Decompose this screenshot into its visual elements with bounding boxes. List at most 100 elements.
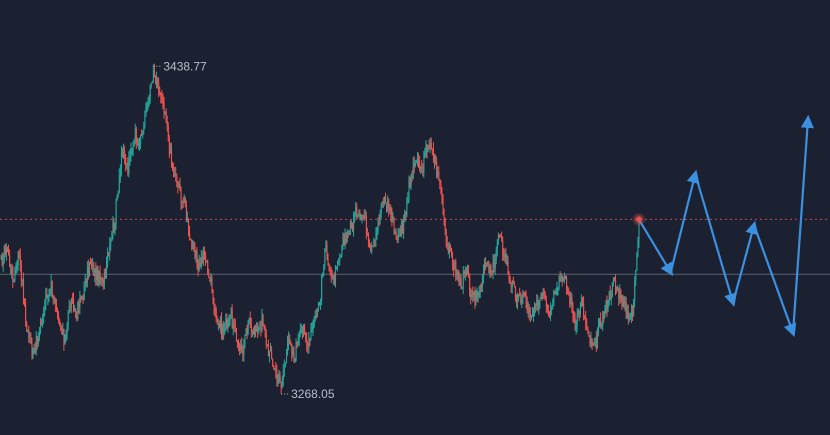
candle-body xyxy=(138,144,140,146)
candle-body xyxy=(69,306,71,308)
candle-body xyxy=(457,271,459,277)
candle-body xyxy=(443,214,445,220)
candle-body xyxy=(572,307,574,317)
candle-body xyxy=(39,332,41,339)
candle-body xyxy=(27,330,29,332)
candle-body xyxy=(421,166,423,168)
candle-body xyxy=(42,316,44,325)
candle-body xyxy=(259,328,261,330)
candle-body xyxy=(619,290,621,299)
candle-body xyxy=(520,296,522,304)
candle-body xyxy=(30,337,32,344)
candle-body xyxy=(315,314,317,318)
candle-body xyxy=(390,207,392,215)
candle-body xyxy=(491,270,493,272)
candle-body xyxy=(254,326,256,335)
candle-body xyxy=(234,326,236,329)
projection-arrow xyxy=(791,114,814,333)
candle-body xyxy=(603,311,605,317)
candle-body xyxy=(402,225,404,234)
candle-body xyxy=(280,381,282,389)
candle-body xyxy=(376,230,378,233)
candle-body xyxy=(611,282,613,297)
candle-body xyxy=(97,268,99,285)
candle-body xyxy=(77,302,79,320)
candle-body xyxy=(50,280,52,292)
candle-body xyxy=(373,239,375,247)
candle-body xyxy=(377,218,379,231)
candle-body xyxy=(146,104,148,106)
candle-body xyxy=(328,265,330,269)
candle-body xyxy=(207,260,209,276)
candle-body xyxy=(623,298,625,304)
candle-body xyxy=(141,134,143,136)
candle-body xyxy=(159,93,161,96)
candle-body xyxy=(569,291,571,304)
candle-body xyxy=(368,234,370,244)
candle-body xyxy=(414,162,416,167)
candle-body xyxy=(143,125,145,131)
candle-body xyxy=(46,295,48,298)
candle-body xyxy=(505,253,507,264)
candle-body xyxy=(188,218,190,233)
candle-body xyxy=(269,350,271,357)
candle-body xyxy=(482,276,484,287)
candle-body xyxy=(176,176,178,184)
candle-body xyxy=(558,278,560,288)
candle-body xyxy=(106,262,108,273)
candle-body xyxy=(21,279,23,281)
projection-arrow xyxy=(637,218,673,277)
candle-body xyxy=(464,270,466,275)
candle-body xyxy=(378,218,380,220)
candle-body xyxy=(586,324,588,328)
candle-body xyxy=(583,303,585,317)
candle-body xyxy=(49,291,51,295)
candle-body xyxy=(451,248,453,258)
candle-body xyxy=(404,211,406,223)
candle-body xyxy=(213,303,215,309)
candle-body xyxy=(397,229,399,240)
candle-body xyxy=(142,130,144,135)
candle-body xyxy=(224,327,226,333)
candle-body xyxy=(230,309,232,315)
candle-body xyxy=(369,243,371,248)
candle-body xyxy=(406,204,408,216)
candle-body xyxy=(541,296,543,298)
candle-body xyxy=(387,201,389,208)
candle-body xyxy=(95,268,97,281)
candle-body xyxy=(81,297,83,299)
candle-body xyxy=(13,279,15,282)
projection-arrow xyxy=(694,173,737,307)
candle-body xyxy=(331,275,333,278)
candle-body xyxy=(410,177,412,186)
candle-body xyxy=(105,271,107,273)
candle-body xyxy=(427,145,429,152)
candle-body xyxy=(216,319,218,324)
candle-body xyxy=(348,233,350,235)
candle-body xyxy=(232,323,234,328)
candle-body xyxy=(303,326,305,333)
projection-group xyxy=(637,114,814,338)
candle-body xyxy=(418,156,420,162)
candle-body xyxy=(493,260,495,268)
candle-body xyxy=(554,291,556,295)
candle-body xyxy=(405,211,407,216)
candle-body xyxy=(487,261,489,265)
candle-body xyxy=(420,166,422,169)
candle-body xyxy=(168,140,170,154)
candle-body xyxy=(65,332,67,338)
candle-body xyxy=(630,316,632,318)
candle-body xyxy=(247,320,249,334)
candle-body xyxy=(327,258,329,266)
candle-body xyxy=(86,267,88,284)
candle-body xyxy=(211,278,213,290)
candle-body xyxy=(309,337,311,339)
candle-body xyxy=(489,266,491,274)
candle-body xyxy=(627,311,629,320)
candle-body xyxy=(460,279,462,290)
candle-body xyxy=(35,336,37,353)
candle-body xyxy=(265,333,267,345)
candle-body xyxy=(9,255,11,267)
candle-body xyxy=(606,300,608,310)
